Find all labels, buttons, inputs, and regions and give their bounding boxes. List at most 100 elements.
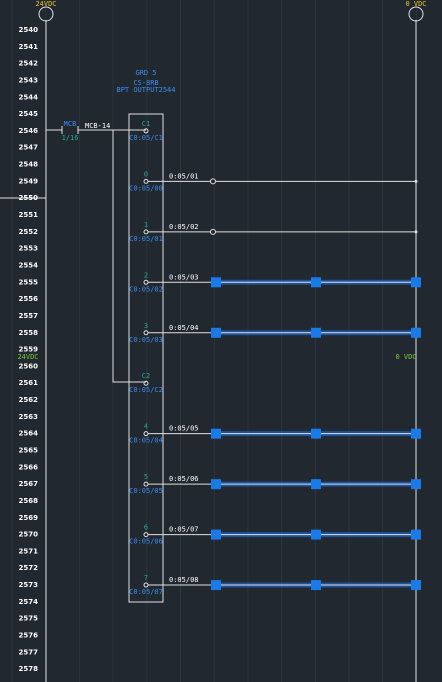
terminal-number: 6 bbox=[144, 524, 148, 532]
rung-number: 2548 bbox=[19, 161, 39, 169]
wire-label: 0:05/03 bbox=[169, 273, 199, 281]
terminal bbox=[143, 582, 149, 588]
wire bbox=[112, 130, 146, 383]
rung-number: 2542 bbox=[19, 60, 39, 68]
terminal-label: C0:05/04 bbox=[129, 437, 163, 445]
rail-label: 24VDC bbox=[35, 0, 56, 8]
terminal-label: C0:05/01 bbox=[129, 235, 163, 243]
rung-number: 2551 bbox=[19, 211, 39, 219]
breaker-tag: MCB bbox=[64, 120, 77, 128]
wire-label: 0:05/06 bbox=[169, 475, 199, 483]
rung-number: 2547 bbox=[19, 144, 39, 152]
rail-label: 24VDC bbox=[17, 353, 38, 361]
grip bbox=[311, 580, 321, 591]
device-contact bbox=[210, 228, 216, 235]
rung-number: 2562 bbox=[19, 396, 39, 404]
rung-number: 2553 bbox=[19, 245, 39, 253]
rung-number: 2564 bbox=[19, 430, 39, 438]
grip bbox=[211, 529, 221, 540]
rail-node bbox=[414, 179, 418, 183]
rung-number: 2549 bbox=[19, 177, 39, 185]
rung-number: 2543 bbox=[19, 76, 39, 84]
terminal bbox=[143, 330, 149, 336]
terminal-label: C0:05/03 bbox=[129, 336, 163, 344]
rung-number: 2559 bbox=[19, 346, 39, 354]
rung-number: 2541 bbox=[19, 43, 39, 51]
grip bbox=[411, 580, 421, 591]
rung-number: 2576 bbox=[19, 632, 39, 640]
grip bbox=[311, 428, 321, 439]
rail-node bbox=[414, 230, 418, 234]
wire-label: 0:05/05 bbox=[169, 425, 199, 433]
rail-symbol bbox=[38, 6, 54, 22]
rail-label: 0 VDC bbox=[395, 353, 416, 361]
device-contact bbox=[210, 178, 216, 185]
module-box bbox=[128, 113, 164, 603]
grip bbox=[411, 327, 421, 338]
wire-label: MCB-14 bbox=[85, 122, 110, 130]
rung-number: 2546 bbox=[19, 127, 39, 135]
terminal-number: 2 bbox=[144, 271, 148, 279]
terminal-number: 0 bbox=[144, 170, 148, 178]
terminal bbox=[143, 380, 149, 386]
rung-number: 2557 bbox=[19, 312, 39, 320]
module-label: CS-8RB bbox=[133, 79, 158, 87]
wire-label: 0:05/01 bbox=[169, 172, 199, 180]
module-label: BPT OUTPUT2544 bbox=[116, 86, 175, 94]
terminal bbox=[143, 532, 149, 538]
breaker-rating: 1/16 bbox=[62, 134, 79, 142]
rung-number: 2560 bbox=[19, 362, 39, 370]
terminal bbox=[143, 279, 149, 285]
rail-label: 0 VDC bbox=[405, 0, 426, 8]
rung-number: 2555 bbox=[19, 278, 39, 286]
terminal bbox=[143, 178, 149, 184]
wire-label: 0:05/02 bbox=[169, 223, 199, 231]
rung-number: 2567 bbox=[19, 480, 39, 488]
terminal-label: C0:05/00 bbox=[129, 184, 163, 192]
terminal-label: C0:05/07 bbox=[129, 588, 163, 596]
rung-number: 2570 bbox=[19, 531, 39, 539]
rung-number: 2552 bbox=[19, 228, 39, 236]
grip bbox=[211, 428, 221, 439]
grip bbox=[411, 479, 421, 490]
rung-number: 2544 bbox=[19, 93, 39, 101]
terminal-label: C0:05/02 bbox=[129, 285, 163, 293]
rung-number: 2571 bbox=[19, 547, 39, 555]
wire-label: 0:05/07 bbox=[169, 526, 199, 534]
terminal-number: 1 bbox=[144, 221, 148, 229]
rung-number: 2569 bbox=[19, 514, 39, 522]
rung-number: 2550 bbox=[19, 194, 39, 202]
rung-number: 2554 bbox=[19, 261, 39, 269]
wire-label: 0:05/08 bbox=[169, 576, 199, 584]
rung-number: 2572 bbox=[19, 564, 39, 572]
rung-number: 2574 bbox=[19, 598, 39, 606]
terminal-number: 7 bbox=[144, 574, 148, 582]
rung-number: 2556 bbox=[19, 295, 39, 303]
grip bbox=[211, 277, 221, 288]
rung-number: 2561 bbox=[19, 379, 39, 387]
module-label: GRD 5 bbox=[135, 69, 156, 77]
terminal bbox=[143, 128, 149, 134]
grip bbox=[211, 580, 221, 591]
rung-number: 2573 bbox=[19, 581, 39, 589]
terminal-number: 3 bbox=[144, 322, 148, 330]
terminal-label: C0:05/C2 bbox=[129, 386, 163, 394]
terminal bbox=[143, 229, 149, 235]
grip bbox=[311, 277, 321, 288]
grip bbox=[311, 479, 321, 490]
grip bbox=[211, 479, 221, 490]
terminal-label: C0:05/05 bbox=[129, 487, 163, 495]
rung-number: 2566 bbox=[19, 463, 39, 471]
terminal-label: C0:05/C1 bbox=[129, 134, 163, 142]
terminal-label: C0:05/06 bbox=[129, 538, 163, 546]
terminal bbox=[143, 431, 149, 437]
rung-number: 2577 bbox=[19, 648, 39, 656]
grip bbox=[411, 428, 421, 439]
rung-number: 2545 bbox=[19, 110, 39, 118]
grip bbox=[411, 529, 421, 540]
rung-number: 2558 bbox=[19, 329, 39, 337]
wire-label: 0:05/04 bbox=[169, 324, 199, 332]
